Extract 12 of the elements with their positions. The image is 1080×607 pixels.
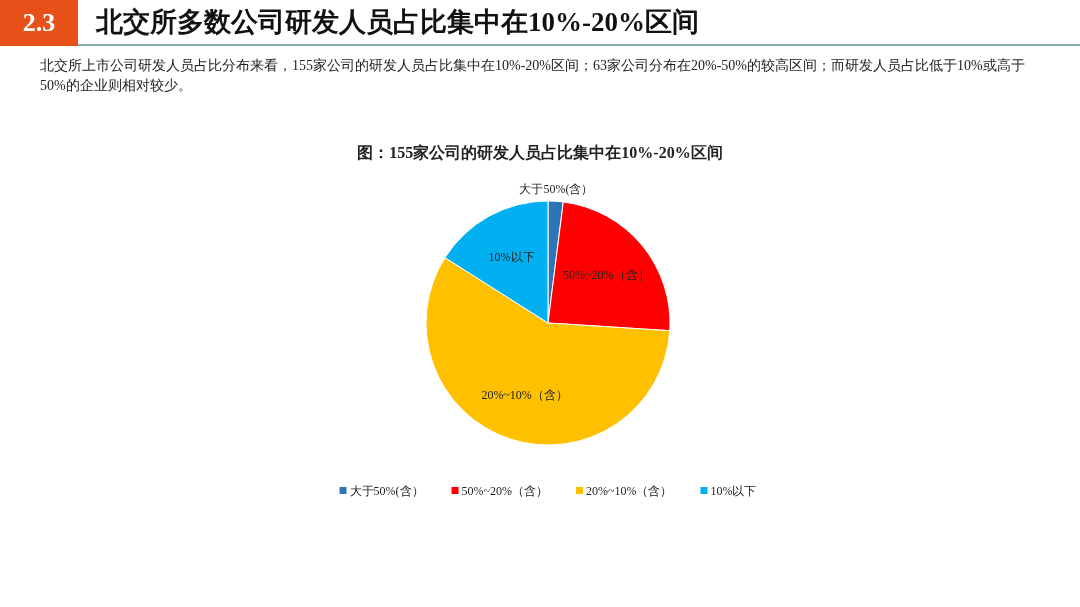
chart-title: 图：155家公司的研发人员占比集中在10%-20%区间: [357, 143, 723, 161]
slice-label: 10%以下: [488, 249, 535, 264]
legend-label: 50%~20%（含）: [461, 484, 548, 498]
slice-label: 大于50%(含）: [519, 182, 594, 197]
slice-label: 20%~10%（含）: [481, 387, 568, 402]
legend-label: 20%~10%（含）: [586, 484, 673, 498]
text: 北交所多数公司研发人员占比集中在10%-20%区间: [96, 6, 699, 39]
text: 2.3: [0, 0, 78, 46]
legend-label: 10%以下: [710, 484, 757, 498]
legend-label: 大于50%(含）: [349, 484, 424, 498]
slice-label: 50%~20%（含）: [563, 267, 650, 282]
text: 北交所上市公司研发人员占比分布来看，155家公司的研发人员占比集中在10%-20%区间；63家公司分布在20%-50%的较高区间；而研发人员占比低于10%或高于50%的企业则相对较少。: [40, 57, 1026, 95]
